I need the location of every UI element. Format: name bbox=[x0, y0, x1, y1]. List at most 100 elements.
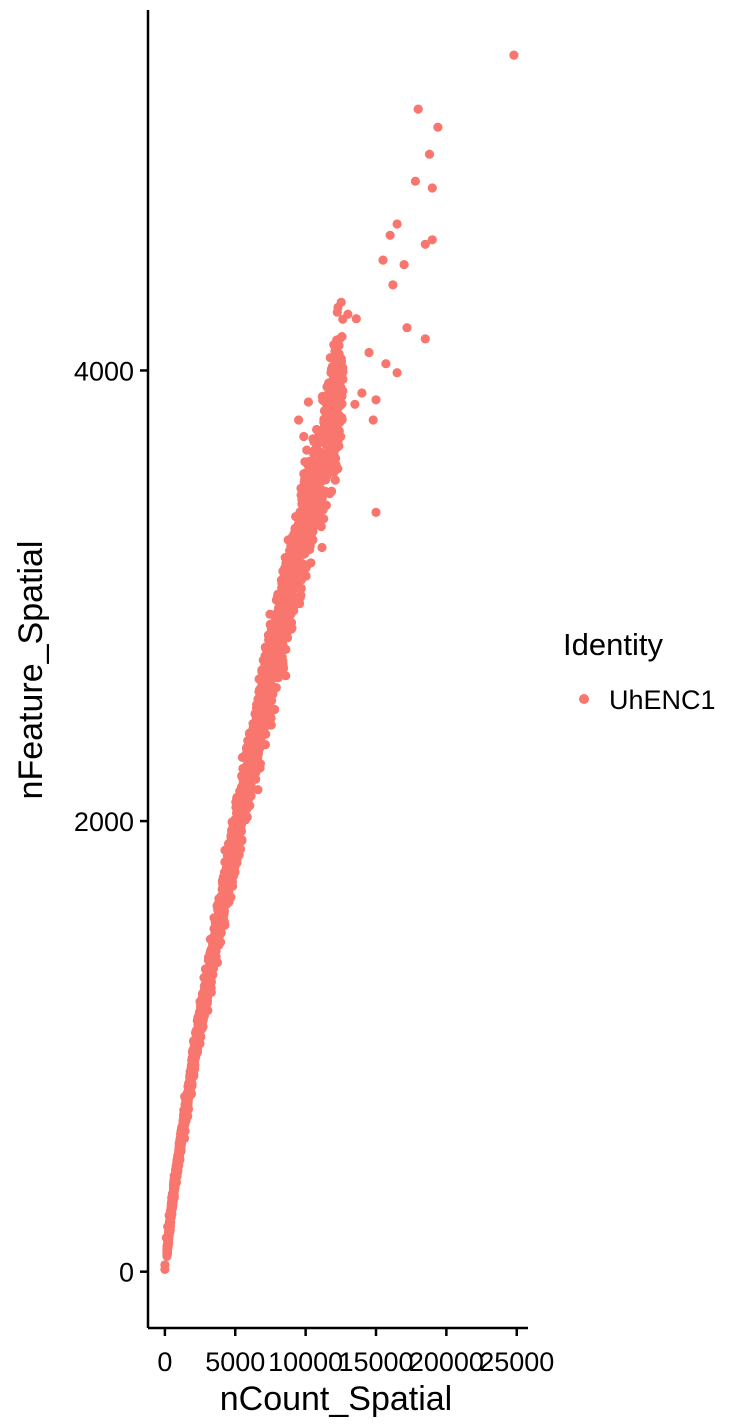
data-point bbox=[265, 697, 275, 707]
data-point bbox=[321, 475, 331, 485]
data-point bbox=[199, 992, 209, 1002]
data-point bbox=[433, 122, 443, 132]
data-point bbox=[242, 760, 252, 770]
data-point bbox=[267, 641, 277, 651]
data-point bbox=[307, 536, 317, 546]
data-point bbox=[364, 347, 374, 358]
data-point bbox=[195, 1018, 205, 1028]
y-axis-title: nFeature_Spatial bbox=[12, 541, 50, 800]
data-point bbox=[223, 839, 234, 849]
data-point bbox=[330, 346, 340, 356]
data-point bbox=[323, 418, 333, 428]
data-point bbox=[294, 511, 304, 521]
data-point bbox=[307, 529, 317, 539]
data-point bbox=[330, 475, 340, 485]
data-point bbox=[276, 639, 287, 649]
data-point bbox=[350, 399, 360, 409]
data-point bbox=[213, 905, 223, 915]
data-point bbox=[290, 530, 300, 540]
data-point bbox=[381, 359, 391, 369]
data-point bbox=[329, 403, 339, 413]
data-point bbox=[235, 786, 245, 796]
x-tick-label: 25000 bbox=[479, 1347, 554, 1377]
data-point bbox=[162, 1250, 172, 1260]
data-point bbox=[509, 50, 519, 60]
data-point bbox=[231, 797, 241, 807]
data-point bbox=[343, 309, 353, 319]
data-point bbox=[299, 523, 310, 533]
data-point bbox=[179, 1105, 190, 1115]
data-point bbox=[204, 984, 214, 994]
data-point bbox=[309, 437, 319, 447]
data-point bbox=[262, 657, 272, 667]
data-point bbox=[388, 280, 398, 290]
data-point bbox=[265, 609, 275, 619]
data-point bbox=[225, 868, 235, 878]
data-point bbox=[288, 564, 298, 574]
data-point bbox=[336, 387, 346, 397]
x-tick-label: 5000 bbox=[205, 1347, 265, 1377]
data-point bbox=[173, 1159, 183, 1169]
data-point bbox=[277, 629, 287, 640]
data-point bbox=[420, 239, 430, 249]
data-point bbox=[186, 1071, 196, 1081]
y-tick-label: 0 bbox=[119, 1258, 134, 1288]
data-point bbox=[281, 621, 291, 631]
data-point bbox=[231, 835, 241, 846]
data-point bbox=[265, 708, 275, 719]
data-point bbox=[259, 674, 269, 684]
data-point bbox=[332, 335, 342, 345]
data-point bbox=[331, 453, 341, 463]
data-point bbox=[187, 1081, 197, 1091]
data-point bbox=[338, 366, 348, 376]
data-point bbox=[309, 478, 319, 488]
x-tick-label: 15000 bbox=[338, 1347, 413, 1377]
data-point bbox=[420, 334, 430, 344]
x-axis-title: nCount_Spatial bbox=[220, 1380, 453, 1418]
data-point bbox=[333, 429, 343, 439]
data-point bbox=[325, 353, 335, 363]
data-point bbox=[281, 671, 291, 681]
data-point bbox=[170, 1171, 180, 1181]
data-point bbox=[333, 464, 343, 474]
data-point bbox=[167, 1189, 177, 1199]
data-point bbox=[322, 428, 332, 438]
data-point bbox=[206, 972, 216, 982]
data-point bbox=[230, 816, 240, 827]
legend-label-uhenc1: UhENC1 bbox=[609, 685, 716, 715]
y-axis-ticks: 0 2000 4000 bbox=[74, 356, 148, 1288]
data-point bbox=[287, 596, 297, 606]
data-point bbox=[237, 812, 247, 822]
data-point bbox=[251, 721, 261, 731]
data-point bbox=[274, 603, 284, 613]
data-point bbox=[299, 431, 309, 442]
y-tick-label: 4000 bbox=[74, 356, 134, 386]
data-point bbox=[309, 449, 319, 459]
data-point bbox=[317, 542, 327, 553]
x-tick-label: 10000 bbox=[268, 1347, 343, 1377]
data-point bbox=[335, 357, 345, 367]
data-point bbox=[178, 1119, 188, 1129]
data-point bbox=[336, 413, 346, 423]
data-point bbox=[160, 1260, 170, 1270]
data-point bbox=[213, 938, 223, 948]
data-point bbox=[410, 176, 420, 186]
data-point bbox=[378, 255, 388, 265]
data-points bbox=[160, 50, 519, 1274]
data-point bbox=[253, 785, 263, 795]
data-point bbox=[427, 235, 437, 245]
data-point bbox=[351, 314, 361, 324]
data-point bbox=[163, 1222, 173, 1232]
data-point bbox=[312, 424, 322, 435]
data-point bbox=[291, 576, 301, 587]
data-point bbox=[280, 565, 290, 575]
data-point bbox=[197, 1005, 207, 1016]
data-point bbox=[258, 711, 268, 721]
data-point bbox=[357, 388, 367, 398]
data-point bbox=[413, 104, 423, 114]
data-point bbox=[399, 260, 409, 270]
data-point bbox=[385, 230, 395, 240]
data-point bbox=[326, 368, 336, 378]
data-point bbox=[313, 498, 323, 508]
